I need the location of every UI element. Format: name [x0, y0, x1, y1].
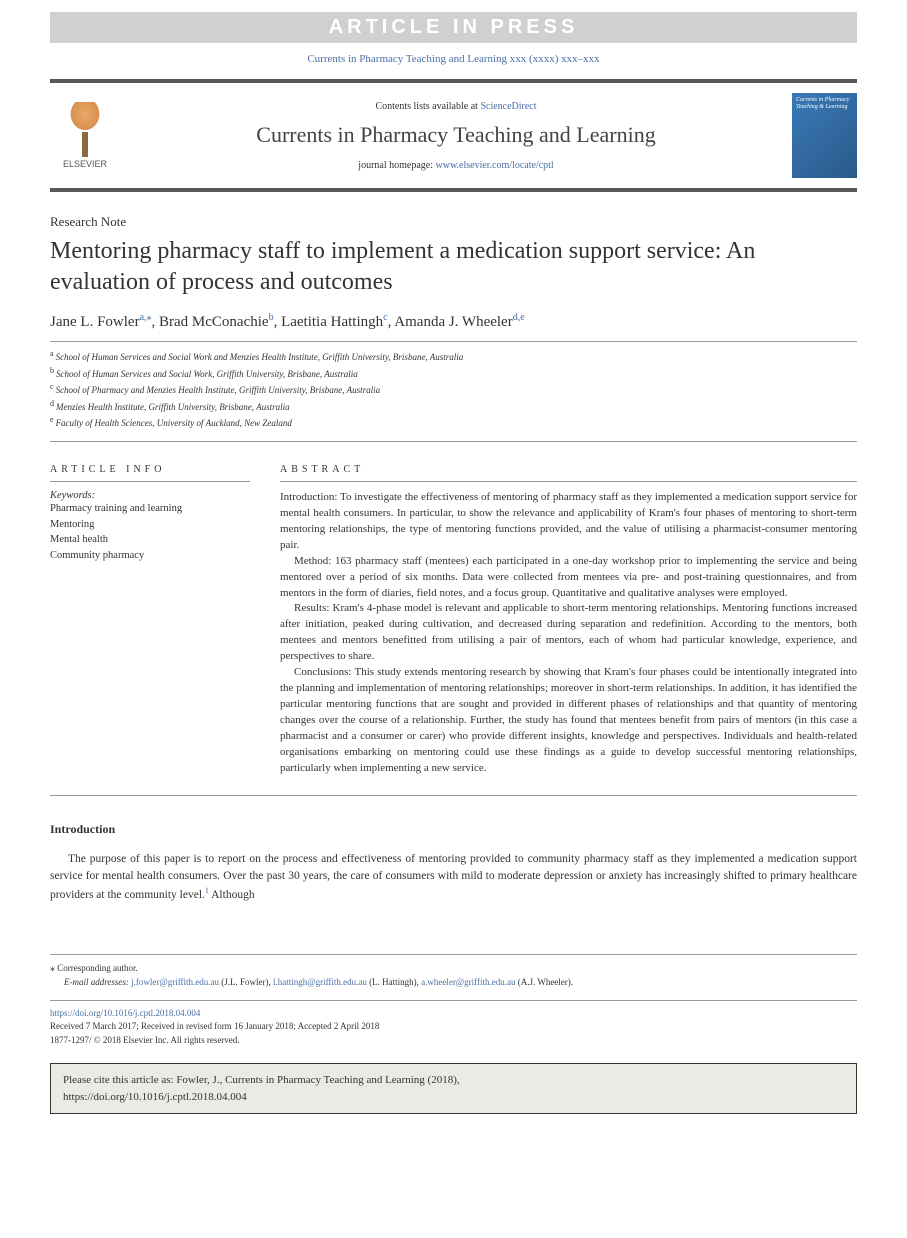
elsevier-text: ELSEVIER [50, 159, 120, 169]
intro-text-pre: The purpose of this paper is to report o… [50, 853, 857, 901]
header-center: Contents lists available at ScienceDirec… [120, 101, 792, 171]
elsevier-tree-icon [60, 102, 110, 157]
email-link[interactable]: j.fowler@griffith.edu.au [131, 977, 219, 987]
affiliation-key: a [50, 349, 56, 358]
keyword: Mentoring [50, 517, 250, 533]
abstract-column: ABSTRACT Introduction: To investigate th… [280, 464, 857, 777]
journal-cover-thumbnail: Currents in Pharmacy Teaching & Learning [792, 93, 857, 178]
intro-text-post: Although [209, 889, 255, 901]
affiliation-key: e [50, 415, 56, 424]
sciencedirect-link[interactable]: ScienceDirect [480, 101, 536, 112]
email-addresses-line: E-mail addresses: j.fowler@griffith.edu.… [64, 976, 857, 990]
contents-lists-line: Contents lists available at ScienceDirec… [130, 101, 782, 112]
info-abstract-row: ARTICLE INFO Keywords: Pharmacy training… [50, 464, 857, 796]
keyword: Pharmacy training and learning [50, 501, 250, 517]
abstract-paragraph: Results: Kram's 4-phase model is relevan… [280, 601, 857, 665]
email-link[interactable]: a.wheeler@griffith.edu.au [421, 977, 515, 987]
author-affil-sup: a, [140, 312, 147, 323]
affiliation-key: b [50, 366, 56, 375]
contents-prefix: Contents lists available at [375, 101, 480, 112]
copyright-line: 1877-1297/ © 2018 Elsevier Inc. All righ… [50, 1034, 857, 1048]
cite-line-2: https://doi.org/10.1016/j.cptl.2018.04.0… [63, 1089, 844, 1106]
affiliation-line: e Faculty of Health Sciences, University… [50, 414, 857, 431]
received-dates: Received 7 March 2017; Received in revis… [50, 1020, 857, 1034]
author-affil-sup: d,e [513, 312, 525, 323]
journal-reference-line: Currents in Pharmacy Teaching and Learni… [0, 53, 907, 65]
author-affil-sup: c [383, 312, 387, 323]
author: Jane L. Fowler [50, 314, 140, 330]
affiliation-key: c [50, 382, 56, 391]
keywords-list: Pharmacy training and learningMentoringM… [50, 501, 250, 564]
affiliations-block: a School of Human Services and Social Wo… [50, 348, 857, 442]
article-info-heading: ARTICLE INFO [50, 464, 250, 482]
abstract-paragraph: Conclusions: This study extends mentorin… [280, 665, 857, 777]
corresponding-mark-icon: ⁎ [147, 312, 152, 323]
abstract-body: Introduction: To investigate the effecti… [280, 490, 857, 777]
keyword: Mental health [50, 532, 250, 548]
introduction-body: The purpose of this paper is to report o… [50, 851, 857, 905]
author-affil-sup: b [269, 312, 274, 323]
corr-text: Corresponding author. [55, 963, 138, 973]
article-in-press-banner: ARTICLE IN PRESS [50, 12, 857, 43]
article-title: Mentoring pharmacy staff to implement a … [50, 236, 857, 298]
corresponding-author-line: ⁎ Corresponding author. [50, 961, 857, 976]
abstract-paragraph: Introduction: To investigate the effecti… [280, 490, 857, 554]
homepage-prefix: journal homepage: [358, 160, 435, 171]
journal-title: Currents in Pharmacy Teaching and Learni… [130, 122, 782, 148]
journal-homepage-line: journal homepage: www.elsevier.com/locat… [130, 160, 782, 171]
homepage-link[interactable]: www.elsevier.com/locate/cptl [436, 160, 554, 171]
article-info-column: ARTICLE INFO Keywords: Pharmacy training… [50, 464, 250, 777]
citation-box: Please cite this article as: Fowler, J.,… [50, 1063, 857, 1114]
email-label: E-mail addresses: [64, 977, 131, 987]
affiliation-line: d Menzies Health Institute, Griffith Uni… [50, 398, 857, 415]
author: Brad McConachie [159, 314, 269, 330]
abstract-paragraph: Method: 163 pharmacy staff (mentees) eac… [280, 554, 857, 602]
keyword: Community pharmacy [50, 548, 250, 564]
abstract-heading: ABSTRACT [280, 464, 857, 482]
affiliation-line: a School of Human Services and Social Wo… [50, 348, 857, 365]
affiliation-line: b School of Human Services and Social Wo… [50, 365, 857, 382]
affiliation-key: d [50, 399, 56, 408]
author: Laetitia Hattingh [281, 314, 383, 330]
journal-header: ELSEVIER Contents lists available at Sci… [50, 79, 857, 192]
keywords-label: Keywords: [50, 490, 250, 501]
authors-line: Jane L. Fowlera,⁎, Brad McConachieb, Lae… [50, 312, 857, 342]
author: Amanda J. Wheeler [394, 314, 512, 330]
doi-footer: https://doi.org/10.1016/j.cptl.2018.04.0… [50, 1000, 857, 1048]
article-type: Research Note [50, 214, 857, 230]
doi-link[interactable]: https://doi.org/10.1016/j.cptl.2018.04.0… [50, 1008, 200, 1018]
elsevier-logo: ELSEVIER [50, 102, 120, 169]
introduction-heading: Introduction [50, 822, 857, 837]
corresponding-author-footer: ⁎ Corresponding author. E-mail addresses… [50, 954, 857, 990]
cite-line-1: Please cite this article as: Fowler, J.,… [63, 1072, 844, 1089]
email-link[interactable]: l.hattingh@griffith.edu.au [273, 977, 367, 987]
affiliation-line: c School of Pharmacy and Menzies Health … [50, 381, 857, 398]
article-content: Research Note Mentoring pharmacy staff t… [50, 214, 857, 904]
